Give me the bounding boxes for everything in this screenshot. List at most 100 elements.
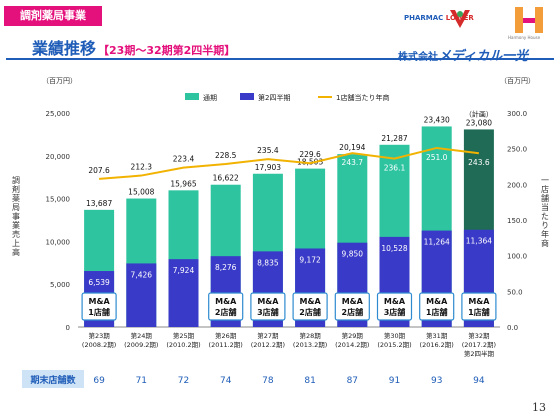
category-period-label: 第31期 <box>426 331 448 340</box>
ma-box-line2: 1店舗 <box>468 307 490 317</box>
ma-box-line1: M&A <box>468 297 490 306</box>
ma-box <box>81 292 117 321</box>
left-tick-label: 20,000 <box>46 153 71 161</box>
full-year-value-label: 15,965 <box>170 179 196 188</box>
category-period-label: 第25期 <box>173 331 195 340</box>
category-year-label: (2010.2期) <box>166 341 200 349</box>
left-tick-label: 25,000 <box>46 110 71 118</box>
category-period-label: 第28期 <box>299 331 321 340</box>
store-count-value: 72 <box>178 376 189 386</box>
ma-box <box>461 292 497 321</box>
second-quarter-value-label: 8,276 <box>215 263 237 272</box>
legend-swatch-series-1 <box>240 93 254 100</box>
ma-box-line1: M&A <box>215 297 237 306</box>
per-store-value-label: 251.0 <box>426 153 448 162</box>
ma-box <box>250 292 286 321</box>
category-period-label: 第23期 <box>88 331 110 340</box>
ma-box-line1: M&A <box>300 297 322 306</box>
legend-label-series-0: 通期 <box>203 93 217 102</box>
store-count-value: 94 <box>473 376 485 386</box>
ma-box-line1: M&A <box>426 297 448 306</box>
ma-box <box>292 292 328 321</box>
segment-tag: 調剤薬局事業 <box>4 6 102 26</box>
store-count-value: 87 <box>347 376 358 386</box>
per-store-value-label: 229.6 <box>299 150 321 159</box>
second-quarter-value-label: 9,850 <box>342 250 364 259</box>
per-store-value-label: 235.4 <box>257 146 279 155</box>
full-year-value-label: 17,903 <box>255 163 281 172</box>
per-store-value-label: 228.5 <box>215 151 237 160</box>
second-quarter-value-label: 6,539 <box>88 278 110 287</box>
second-quarter-value-label: 9,172 <box>299 255 321 264</box>
second-quarter-value-label: 8,835 <box>257 258 279 267</box>
per-store-value-label: 243.7 <box>342 158 364 167</box>
full-year-value-label: 21,287 <box>381 134 407 143</box>
category-year-label: (2014.2期) <box>335 341 369 349</box>
left-axis-label: 調剤薬局事業売上高 <box>12 175 21 257</box>
store-count-value: 91 <box>389 376 400 386</box>
company-name: 株式会社メディカル一光 <box>398 45 528 64</box>
ma-box-line2: 3店舗 <box>384 307 406 317</box>
company-prefix: 株式会社 <box>398 52 438 63</box>
ma-box <box>419 292 455 321</box>
category-year-label: (2009.2期) <box>124 341 158 349</box>
store-count-label: 期末店舗数 <box>30 374 76 386</box>
category-year-label: (2015.2期) <box>377 341 411 349</box>
title-main: 業績推移 <box>32 39 97 58</box>
second-quarter-value-label: 11,264 <box>424 238 450 247</box>
category-year-label: (2013.2期) <box>293 341 327 349</box>
ma-box <box>334 292 370 321</box>
store-count-value: 74 <box>220 376 232 386</box>
right-tick-label: 300.0 <box>507 110 527 118</box>
plan-annotation: （計画） <box>465 109 493 118</box>
right-tick-label: 150.0 <box>507 217 527 225</box>
category-year-label: (2011.2期) <box>209 341 243 349</box>
legend-label-series-2: 1店舗当たり年商 <box>336 93 389 102</box>
full-year-value-label: 13,687 <box>86 199 112 208</box>
pharmac-text: PHARMAC <box>404 14 444 22</box>
ma-box-line2: 2店舗 <box>299 307 321 317</box>
ma-box-line1: M&A <box>384 297 406 306</box>
full-year-value-label: 16,622 <box>213 174 239 183</box>
full-year-value-label: 18,503 <box>297 158 323 167</box>
page-title: 業績推移 【23期～32期第2四半期】 <box>32 35 235 59</box>
left-tick-label: 10,000 <box>46 238 71 246</box>
second-quarter-value-label: 7,426 <box>131 270 153 279</box>
legend-swatch-series-0 <box>185 93 199 100</box>
store-count-label-bg <box>22 370 84 388</box>
second-quarter-value-label: 10,528 <box>381 244 407 253</box>
bar-second-quarter <box>168 259 199 327</box>
per-store-value-label: 243.6 <box>468 158 490 167</box>
ma-box <box>376 292 413 321</box>
per-store-value-label: 236.1 <box>384 164 406 173</box>
harmony-house-logo-icon <box>515 7 543 33</box>
category-period-label: 第24期 <box>131 331 153 340</box>
store-count-value: 69 <box>93 376 105 386</box>
right-axis-label: 一店舗当たり年商 <box>541 176 550 248</box>
left-tick-label: 5,000 <box>50 281 70 289</box>
right-tick-label: 100.0 <box>507 253 527 261</box>
title-subtitle: 【23期～32期第2四半期】 <box>98 44 236 57</box>
right-tick-label: 0.0 <box>507 324 518 332</box>
pharmac-logo: PHARMAC LOWER <box>404 14 474 22</box>
store-count-value: 78 <box>262 376 274 386</box>
right-axis-unit: （百万円） <box>500 77 535 85</box>
lower-text: LOWER <box>445 14 474 22</box>
ma-box-line2: 2店舗 <box>342 307 364 317</box>
category-year-label: (2017.2期) <box>462 341 496 349</box>
ma-box-line1: M&A <box>257 297 279 306</box>
ma-box-line1: M&A <box>89 297 111 306</box>
category-extra-label: 第2四半期 <box>464 349 495 358</box>
full-year-value-label: 15,008 <box>128 188 154 197</box>
right-tick-label: 200.0 <box>507 181 527 189</box>
per-store-line <box>99 146 480 180</box>
full-year-value-label: 20,194 <box>339 143 365 152</box>
second-quarter-value-label: 11,364 <box>466 237 492 246</box>
per-store-value-label: 212.3 <box>131 163 153 172</box>
legend-label-series-1: 第2四半期 <box>258 93 290 102</box>
per-store-value-label: 207.6 <box>88 166 110 175</box>
company-name-main: メディカル一光 <box>438 49 529 64</box>
store-count-value: 81 <box>304 376 315 386</box>
category-year-label: (2016.2期) <box>420 341 454 349</box>
